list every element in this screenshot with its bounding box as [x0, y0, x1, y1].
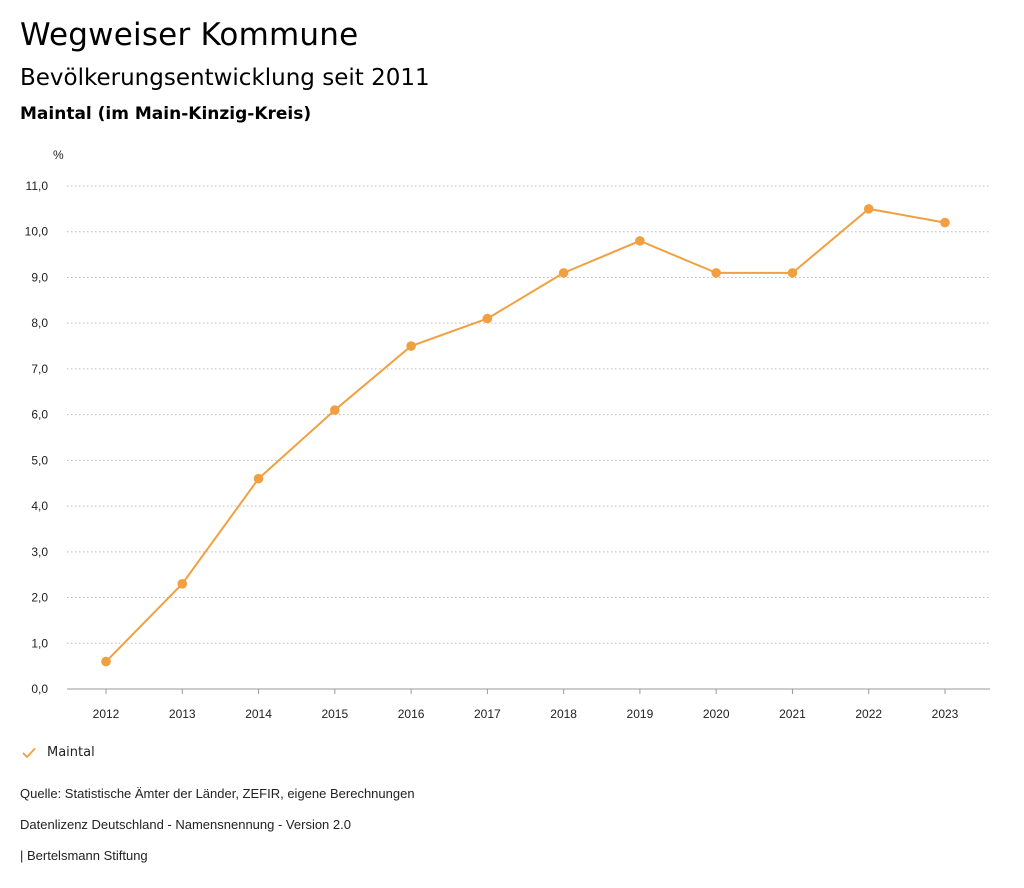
x-tick-label: 2017 [474, 707, 501, 721]
license-note: Datenlizenz Deutschland - Namensnennung … [20, 817, 351, 832]
data-point [863, 204, 874, 214]
y-tick-label: 6,0 [31, 408, 48, 422]
data-point [482, 313, 493, 324]
y-tick-label: 3,0 [31, 545, 48, 559]
data-point [558, 268, 569, 278]
x-tick-label: 2016 [398, 707, 425, 721]
x-tick-label: 2015 [321, 707, 348, 721]
legend-label: Maintal [47, 745, 95, 760]
y-tick-label: 10,0 [25, 225, 49, 239]
region-label: Maintal (im Main-Kinzig-Kreis) [20, 104, 312, 124]
y-tick-label: 11,0 [26, 179, 49, 193]
y-tick-label: 7,0 [31, 362, 48, 376]
y-tick-label: 5,0 [31, 453, 48, 467]
x-tick-label: 2018 [550, 707, 577, 721]
legend-item-maintal[interactable]: Maintal [22, 745, 95, 760]
page-title: Wegweiser Kommune [20, 17, 359, 53]
x-tick-label: 2023 [932, 707, 959, 721]
y-tick-label: 0,0 [31, 682, 48, 696]
x-tick-label: 2012 [93, 707, 120, 721]
x-tick-label: 2021 [779, 707, 806, 721]
source-note: Quelle: Statistische Ämter der Länder, Z… [20, 786, 415, 801]
line-chart: % 0,0 1,0 2,0 3,0 4,0 5,0 6,0 7,0 8,0 9,0 10,0 11,0 2… [25, 148, 990, 721]
data-point [101, 656, 111, 667]
data-point [787, 268, 798, 278]
data-point [177, 579, 188, 589]
y-tick-label: 1,0 [31, 636, 48, 650]
data-point [940, 217, 950, 228]
y-tick-label: 8,0 [31, 316, 48, 330]
data-point [253, 473, 264, 484]
x-tick-label: 2013 [169, 707, 196, 721]
data-point [330, 405, 340, 415]
x-tick-label: 2022 [855, 707, 882, 721]
y-tick-label: 4,0 [31, 499, 48, 513]
publisher-note: | Bertelsmann Stiftung [20, 848, 148, 863]
data-point [635, 236, 645, 246]
data-point [406, 341, 416, 351]
x-tick-label: 2020 [703, 707, 730, 721]
y-axis-unit: % [53, 148, 64, 162]
x-tick-label: 2014 [245, 707, 272, 721]
x-tick-label: 2019 [627, 707, 654, 721]
data-point [711, 268, 721, 278]
check-icon [22, 747, 36, 758]
series-line-maintal [105, 207, 946, 663]
y-tick-label: 2,0 [31, 591, 48, 605]
y-tick-label: 9,0 [31, 270, 48, 284]
chart-subtitle: Bevölkerungsentwicklung seit 2011 [20, 65, 430, 91]
